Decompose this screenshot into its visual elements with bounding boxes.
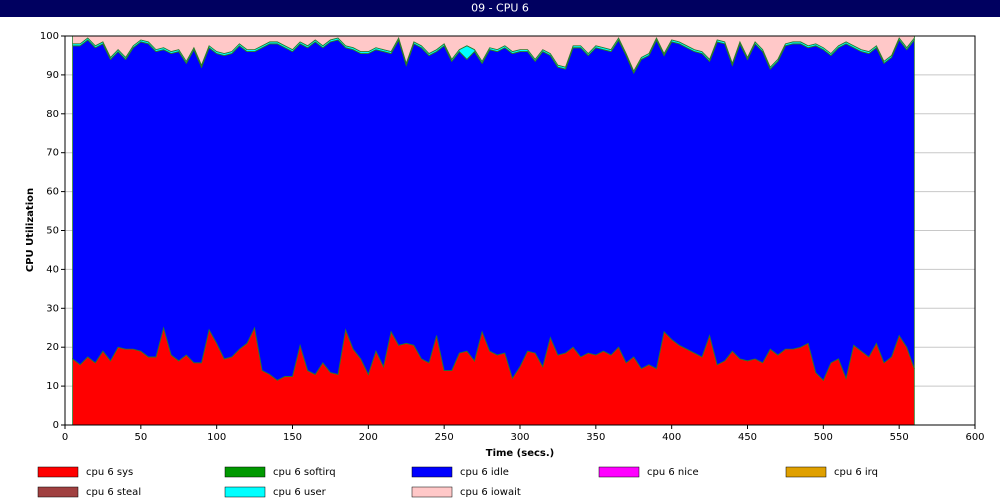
- x-tick-label: 500: [814, 432, 833, 443]
- legend-swatch: [598, 466, 640, 478]
- y-tick-label: 10: [46, 381, 59, 392]
- plot-border: [64, 35, 976, 426]
- x-tick-label: 600: [965, 432, 984, 443]
- x-tick-label: 300: [510, 432, 529, 443]
- legend-label: cpu 6 user: [273, 487, 327, 498]
- y-tick-label: 30: [46, 303, 59, 314]
- x-tick-label: 100: [207, 432, 226, 443]
- y-tick-label: 50: [46, 226, 59, 237]
- legend-swatch: [224, 466, 266, 478]
- x-axis-label: Time (secs.): [486, 448, 555, 459]
- legend-label: cpu 6 irq: [834, 467, 878, 478]
- y-tick-label: 60: [46, 187, 59, 198]
- y-tick-label: 0: [53, 420, 59, 431]
- area: [72, 38, 915, 381]
- chart-title: 09 - CPU 6: [471, 2, 529, 15]
- x-tick-label: 250: [435, 432, 454, 443]
- y-tick-label: 20: [46, 342, 59, 353]
- x-tick-label: 150: [283, 432, 302, 443]
- title-bar: [0, 0, 1000, 17]
- legend-label: cpu 6 idle: [460, 467, 509, 478]
- x-tick-label: 350: [586, 432, 605, 443]
- y-tick-label: 100: [40, 31, 59, 42]
- legend-swatch: [37, 466, 79, 478]
- x-tick-label: 550: [890, 432, 909, 443]
- legend-label: cpu 6 iowait: [460, 487, 521, 498]
- x-tick-label: 200: [359, 432, 378, 443]
- y-tick-label: 90: [46, 70, 59, 81]
- x-tick-label: 400: [662, 432, 681, 443]
- legend-label: cpu 6 steal: [86, 487, 141, 498]
- y-axis-label: CPU Utilization: [25, 188, 36, 272]
- x-tick-label: 50: [134, 432, 147, 443]
- x-tick-label: 450: [738, 432, 757, 443]
- x-tick-label: 0: [62, 432, 68, 443]
- legend-swatch: [37, 486, 79, 498]
- legend-swatch: [411, 466, 453, 478]
- legend-label: cpu 6 nice: [647, 467, 699, 478]
- y-tick-label: 40: [46, 264, 59, 275]
- y-tick-label: 80: [46, 109, 59, 120]
- legend-label: cpu 6 softirq: [273, 467, 336, 478]
- legend-swatch: [785, 466, 827, 478]
- legend-label: cpu 6 sys: [86, 467, 133, 478]
- y-tick-label: 70: [46, 148, 59, 159]
- legend-swatch: [224, 486, 266, 498]
- legend-swatch: [411, 486, 453, 498]
